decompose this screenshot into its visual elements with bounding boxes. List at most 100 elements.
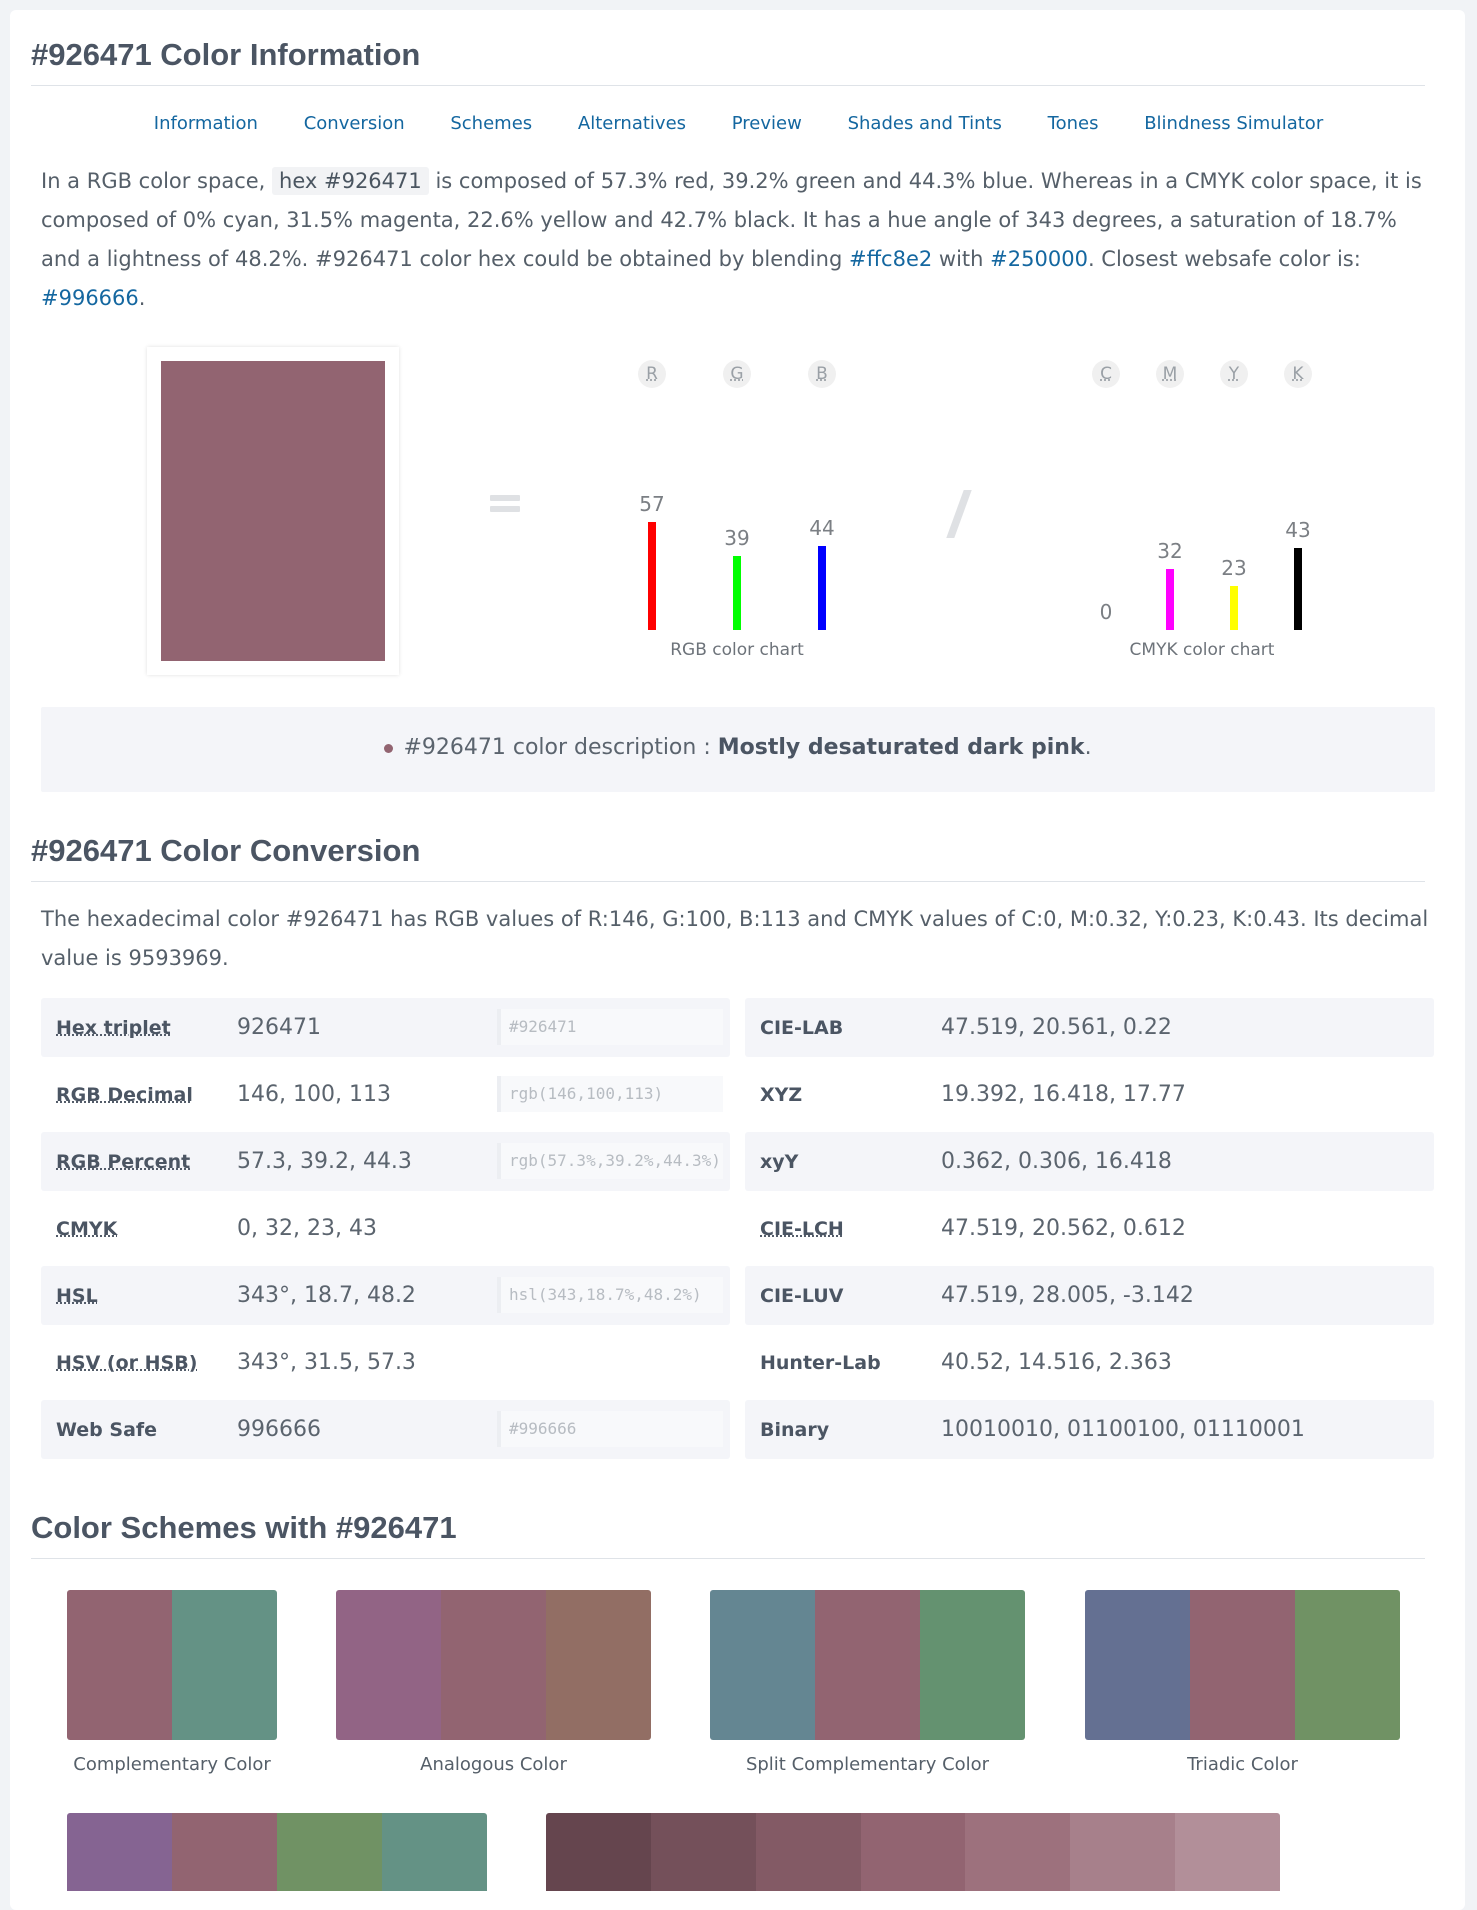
nav-information[interactable]: Information [153,113,258,134]
scheme-caption: Triadic Color [1187,1754,1298,1775]
scheme-swatch[interactable] [860,1813,966,1891]
scheme-split-complementary-color[interactable] [710,1590,1025,1740]
nav-preview[interactable]: Preview [731,113,802,134]
intro-text: . Closest websafe color is: [1087,247,1361,271]
blend-color-link-2[interactable]: #250000 [990,247,1088,271]
table-key: HSL [56,1285,98,1307]
scheme-row2-1[interactable] [546,1813,1280,1891]
scheme-swatch[interactable] [1295,1590,1400,1740]
cmyk-label-y[interactable]: Y [1220,360,1248,388]
css-code-field[interactable]: #926471 [497,1009,723,1045]
scheme-swatch[interactable] [382,1813,487,1891]
css-code-field[interactable]: rgb(146,100,113) [497,1076,723,1112]
scheme-swatch[interactable] [172,1813,277,1891]
rgb-label-r[interactable]: R [638,360,666,388]
scheme-swatch[interactable] [67,1590,172,1740]
cmyk-value-k: 43 [1285,518,1311,543]
websafe-color-link[interactable]: #996666 [41,286,139,310]
conversion-paragraph: The hexadecimal color #926471 has RGB va… [41,907,1429,970]
cmyk-label-k[interactable]: K [1284,360,1312,388]
rgb-label-b[interactable]: B [808,360,836,388]
scheme-swatch[interactable] [546,1813,651,1891]
rgb-bar-r [648,521,656,630]
cmyk-bar-m [1166,569,1174,630]
table-row-cmyk: CMYK 0, 32, 23, 43 [41,1199,730,1258]
nav-tones[interactable]: Tones [1047,113,1099,134]
scheme-swatch[interactable] [336,1590,441,1740]
table-row-hsl: HSL 343°, 18.7, 48.2 hsl(343,18.7%,48.2%) [41,1266,730,1325]
blend-color-link-1[interactable]: #ffc8e2 [848,247,933,271]
cmyk-caption: CMYK color chart [1129,640,1275,660]
rgb-bar-b [818,546,826,630]
scheme-swatch[interactable] [755,1813,861,1891]
rgb-value-g: 39 [724,525,750,550]
table-row-cie-lab: CIE-LAB 47.519, 20.561, 0.22 [745,998,1434,1057]
table-row-rgb-decimal: RGB Decimal 146, 100, 113 rgb(146,100,113) [41,1065,730,1124]
scheme-swatch[interactable] [1085,1590,1190,1740]
cmyk-label-m[interactable]: M [1156,360,1184,388]
nav-blindness-simulator[interactable]: Blindness Simulator [1144,113,1324,134]
scheme-row2-0[interactable] [67,1813,487,1891]
scheme-swatch[interactable] [650,1813,756,1891]
rgb-label-g[interactable]: G [723,360,751,388]
table-row-cie-luv: CIE-LUV 47.519, 28.005, -3.142 [745,1266,1434,1325]
table-key: Binary [760,1419,830,1441]
table-row-binary: Binary 10010010, 01100100, 01110001 [745,1400,1434,1459]
scheme-swatch[interactable] [67,1813,172,1891]
intro-text: In a RGB color space, [41,169,266,193]
intro-text: is composed of 57.3% red, 39.2% green an… [41,169,1422,271]
nav-alternatives[interactable]: Alternatives [577,113,687,134]
table-row-hunter-lab: Hunter-Lab 40.52, 14.516, 2.363 [745,1333,1434,1392]
scheme-swatch[interactable] [441,1590,546,1740]
scheme-swatch[interactable] [710,1590,815,1740]
scheme-swatch[interactable] [1175,1813,1280,1891]
table-value: 0, 32, 23, 43 [237,1216,377,1241]
table-value: 40.52, 14.516, 2.363 [941,1350,1172,1375]
description-label: #926471 color description : [403,735,711,760]
nav-schemes[interactable]: Schemes [450,113,533,134]
table-key: XYZ [760,1084,803,1106]
cmyk-value-y: 23 [1221,556,1247,581]
cmyk-label-c[interactable]: C [1092,360,1120,388]
table-value: 19.392, 16.418, 17.77 [941,1082,1186,1107]
scheme-swatch[interactable] [277,1813,382,1891]
scheme-swatch[interactable] [920,1590,1025,1740]
color-swatch-frame [147,347,399,675]
table-value: 47.519, 28.005, -3.142 [941,1283,1194,1308]
table-key: CIE-LAB [760,1017,844,1039]
table-value: 10010010, 01100100, 01110001 [941,1417,1305,1442]
color-swatch [161,361,385,661]
css-code-field[interactable]: #996666 [497,1411,723,1447]
scheme-complementary-color[interactable] [67,1590,277,1740]
table-value: 926471 [237,1015,321,1040]
cmyk-value-m: 32 [1157,539,1183,564]
nav-shades-tints[interactable]: Shades and Tints [847,113,1002,134]
table-key: RGB Decimal [56,1084,193,1106]
table-key: CIE-LUV [760,1285,844,1307]
description-suffix: . [1084,735,1092,760]
scheme-triadic-color[interactable] [1085,1590,1400,1740]
intro-text: . [138,286,146,310]
nav-conversion[interactable]: Conversion [303,113,405,134]
css-code-field[interactable]: hsl(343,18.7%,48.2%) [497,1277,723,1313]
scheme-swatch[interactable] [1190,1590,1295,1740]
scheme-analogous-color[interactable] [336,1590,651,1740]
scheme-swatch[interactable] [965,1813,1071,1891]
scheme-swatch[interactable] [815,1590,920,1740]
scheme-caption: Split Complementary Color [745,1754,990,1775]
scheme-swatch[interactable] [172,1590,277,1740]
table-key: HSV (or HSB) [56,1352,198,1374]
schemes-divider [31,1558,1425,1559]
conversion-divider [31,881,1425,882]
table-key: CMYK [56,1218,118,1240]
color-dot-icon [384,743,394,753]
scheme-swatch[interactable] [1070,1813,1176,1891]
cmyk-bar-y [1230,586,1238,630]
css-code-field[interactable]: rgb(57.3%,39.2%,44.3%) [497,1143,723,1179]
table-row-hsv-or-hsb: HSV (or HSB) 343°, 31.5, 57.3 [41,1333,730,1392]
table-value: 343°, 18.7, 48.2 [237,1283,416,1308]
scheme-swatch[interactable] [546,1590,651,1740]
table-row-cie-lch: CIE-LCH 47.519, 20.562, 0.612 [745,1199,1434,1258]
section-nav: Information Conversion Schemes Alternati… [0,113,1477,134]
table-row-hex-triplet: Hex triplet 926471 #926471 [41,998,730,1057]
